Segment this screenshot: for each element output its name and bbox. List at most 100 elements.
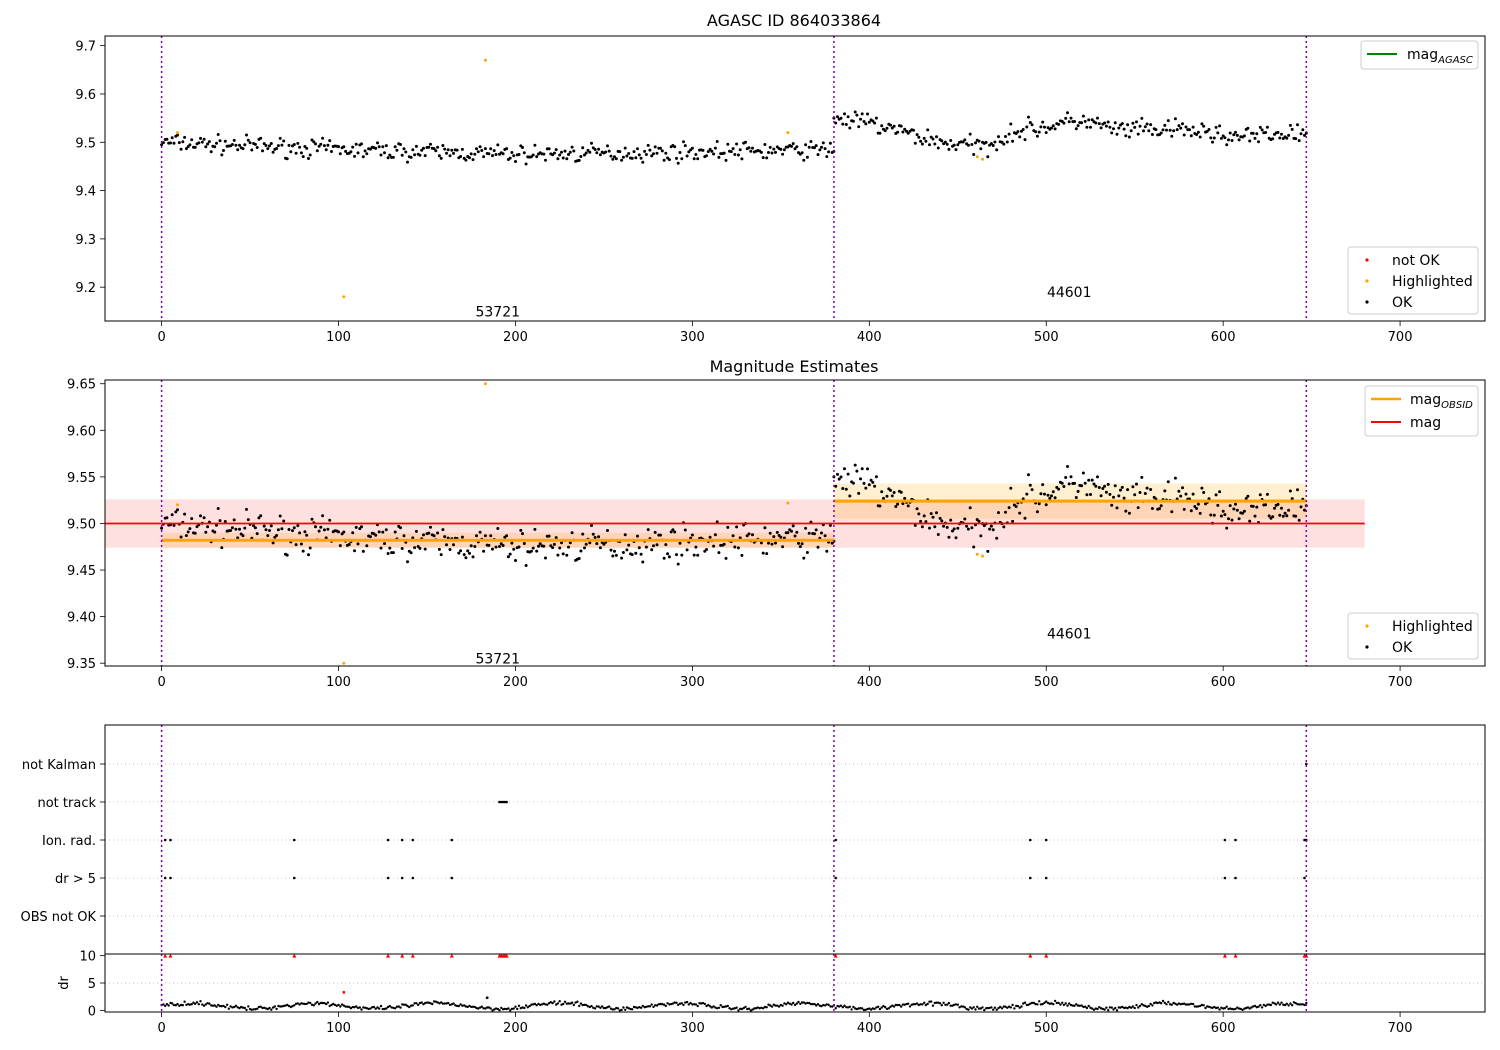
ok-point (1094, 484, 1098, 488)
dr-point (671, 1002, 675, 1005)
dr-point (1137, 1006, 1140, 1009)
ok-point (942, 524, 946, 528)
ok-point (250, 148, 254, 152)
ok-point (314, 525, 317, 529)
ok-point (1089, 125, 1092, 129)
ok-point (508, 156, 512, 160)
ok-point (236, 536, 240, 540)
x-tick-label: 200 (503, 675, 528, 690)
ok-point (252, 524, 256, 528)
ok-point (1228, 504, 1232, 508)
dr-point (498, 1009, 501, 1012)
ok-point (1234, 502, 1237, 506)
ok-point (531, 546, 535, 550)
ok-point (471, 158, 475, 162)
dr-point (643, 1006, 646, 1009)
ok-point (384, 144, 388, 148)
ok-point (202, 516, 206, 520)
ok-point (496, 143, 500, 147)
ok-point (377, 145, 381, 149)
dr-point (395, 1005, 399, 1008)
ok-point (997, 135, 1000, 139)
y-tick-label: 0 (88, 1004, 96, 1019)
ok-point (917, 512, 921, 516)
flag-category-label: not Kalman (22, 758, 96, 773)
ok-point (1159, 131, 1163, 135)
dr-point (305, 1002, 308, 1006)
ok-point (844, 487, 848, 491)
ok-point (1216, 131, 1220, 135)
dr-point (1170, 1003, 1174, 1006)
ok-point (836, 115, 839, 119)
ok-point (1244, 497, 1248, 500)
flag-point (450, 876, 454, 880)
legend-label-highlighted: Highlighted (1392, 619, 1473, 635)
dr-point (1230, 1007, 1234, 1011)
x-tick-label: 700 (1388, 675, 1413, 690)
ok-point (445, 151, 448, 155)
ok-point (1191, 492, 1195, 496)
ok-point (234, 143, 238, 147)
y-tick-label: 9.4 (75, 185, 96, 200)
ok-point (1113, 121, 1117, 125)
dr-point (1202, 1004, 1205, 1007)
flag-point (1305, 762, 1308, 766)
ok-point (1149, 488, 1153, 491)
ok-point (1209, 136, 1213, 140)
ok-point (662, 556, 666, 560)
ok-point (1200, 122, 1204, 126)
ok-point (436, 145, 440, 149)
ok-point (928, 526, 931, 530)
ok-point (262, 142, 266, 146)
dr-point (1020, 1005, 1023, 1008)
ok-point (614, 157, 618, 161)
dr-point (1184, 1003, 1188, 1006)
y-tick-label: 9.7 (75, 40, 96, 55)
ok-point (1143, 125, 1147, 129)
ok-point (653, 530, 657, 534)
ok-point (988, 527, 992, 531)
dr-point (1200, 1003, 1204, 1007)
ok-point (487, 152, 491, 156)
dr-point (1149, 1002, 1152, 1006)
dr-point (1183, 1002, 1186, 1005)
ok-point (1106, 482, 1110, 486)
flag-point (834, 838, 837, 842)
dr-point (197, 1003, 200, 1006)
ok-point (1133, 493, 1137, 497)
dr-point (208, 1002, 211, 1005)
dr-point (1121, 1005, 1124, 1009)
ok-point (1260, 128, 1264, 132)
ok-point (710, 149, 714, 153)
ok-point (1066, 465, 1069, 468)
dr-point (1223, 1007, 1227, 1010)
ok-point (161, 141, 165, 145)
ok-point (206, 525, 210, 529)
ok-point (184, 147, 188, 151)
flag-point (834, 876, 837, 880)
ok-point (498, 545, 501, 548)
ok-point (807, 531, 811, 535)
ok-point (782, 148, 786, 152)
ok-point (816, 545, 820, 549)
flag-point (293, 838, 296, 842)
dr-point (997, 1007, 1000, 1010)
ok-point (160, 143, 164, 147)
ok-point (883, 129, 887, 133)
ok-point (418, 153, 422, 157)
ok-point (1140, 475, 1144, 479)
dr-point (383, 1007, 386, 1011)
dr-point (682, 1003, 685, 1007)
dr-point (443, 1002, 446, 1005)
ok-point (625, 548, 629, 552)
ok-point (933, 142, 937, 146)
y-tick-label: 9.50 (67, 517, 96, 532)
ok-point (798, 545, 802, 549)
dr-point (477, 1007, 480, 1010)
dr-point (1055, 1001, 1059, 1005)
dr-point (1078, 1004, 1082, 1007)
flag-point (411, 838, 415, 842)
ok-point (215, 141, 218, 145)
ok-point (393, 530, 397, 534)
ok-point (871, 480, 875, 484)
